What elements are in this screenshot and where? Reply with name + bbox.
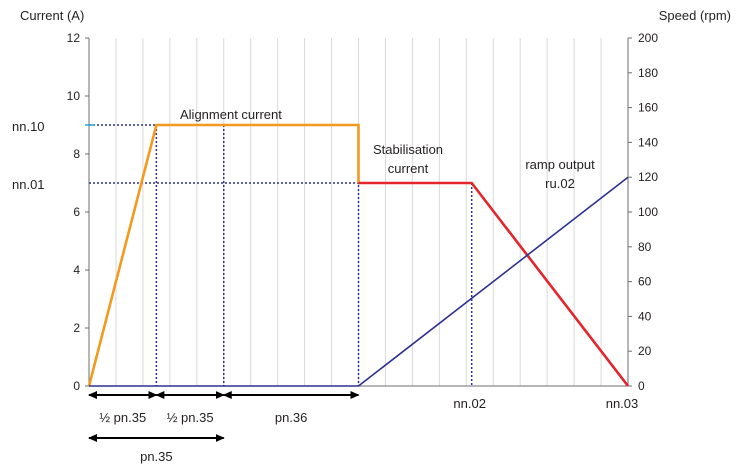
- level-marker-label: nn.10: [12, 119, 45, 134]
- y-left-tick-label: 0: [73, 379, 80, 393]
- stabilisation-label-line2: current: [388, 161, 429, 176]
- y-left-tick-label: 2: [73, 321, 80, 335]
- chart-labels: Current (A) Speed (rpm) Alignment curren…: [12, 8, 731, 464]
- y-left-tick-label: 8: [73, 147, 80, 161]
- y-right-tick-label: 40: [638, 309, 652, 323]
- y-left-tick-label: 12: [67, 31, 81, 45]
- y-axis-left-label: Current (A): [20, 8, 84, 23]
- y-right-tick-label: 20: [638, 344, 652, 358]
- guide-lines: [85, 124, 473, 442]
- alignment-current-label: Alignment current: [180, 107, 282, 122]
- y-left-tick-label: 4: [73, 263, 80, 277]
- grid: [115, 38, 629, 386]
- ramp-output-label-line2: ru.02: [545, 176, 575, 191]
- interval-label: pn.35: [140, 449, 173, 464]
- x-marker-label: nn.03: [606, 396, 639, 411]
- y-right-tick-label: 140: [638, 135, 658, 149]
- y-right-tick-label: 160: [638, 101, 658, 115]
- y-right-tick-label: 100: [638, 205, 658, 219]
- y-left-tick-label: 10: [67, 89, 81, 103]
- ramp-output-label-line1: ramp output: [525, 157, 595, 172]
- interval-label: pn.36: [275, 410, 308, 425]
- level-marker-label: nn.01: [12, 177, 45, 192]
- series-lines: [87, 123, 630, 387]
- y-right-tick-label: 180: [638, 66, 658, 80]
- y-left-tick-label: 6: [73, 205, 80, 219]
- y-right-tick-label: 120: [638, 170, 658, 184]
- y-axis-right-label: Speed (rpm): [659, 8, 731, 23]
- series-line: [87, 123, 360, 387]
- y-right-tick-label: 200: [638, 31, 658, 45]
- x-marker-label: nn.02: [453, 396, 486, 411]
- interval-label: ½ pn.35: [167, 410, 214, 425]
- y-right-tick-label: 80: [638, 240, 652, 254]
- y-right-tick-label: 60: [638, 275, 652, 289]
- interval-label: ½ pn.35: [99, 410, 146, 425]
- stabilisation-label-line1: Stabilisation: [373, 142, 443, 157]
- y-right-tick-label: 0: [638, 379, 645, 393]
- series-line: [89, 176, 629, 387]
- series-line: [358, 181, 630, 387]
